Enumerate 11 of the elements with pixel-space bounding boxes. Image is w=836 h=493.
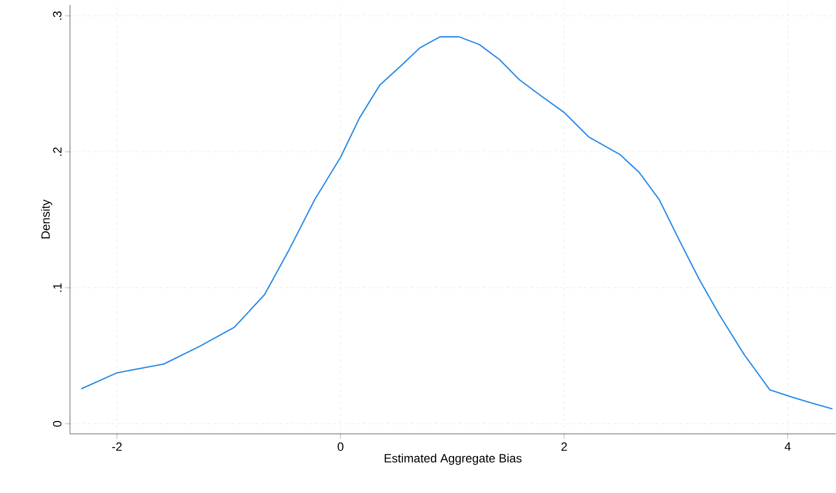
y-tick-label: 0 [53, 421, 62, 427]
y-tick-label: .1 [53, 284, 62, 292]
x-axis-title: Estimated Aggregate Bias [384, 454, 522, 465]
y-tick-label: .2 [53, 148, 62, 156]
x-tick-label: 2 [561, 442, 567, 451]
line-series [80, 36, 834, 410]
y-tick-label: .3 [53, 11, 62, 20]
x-tick-label: 4 [784, 442, 791, 451]
y-axis-title: Density [41, 200, 52, 238]
x-tick-label: -2 [112, 442, 122, 451]
x-tick-label: 0 [338, 442, 344, 451]
